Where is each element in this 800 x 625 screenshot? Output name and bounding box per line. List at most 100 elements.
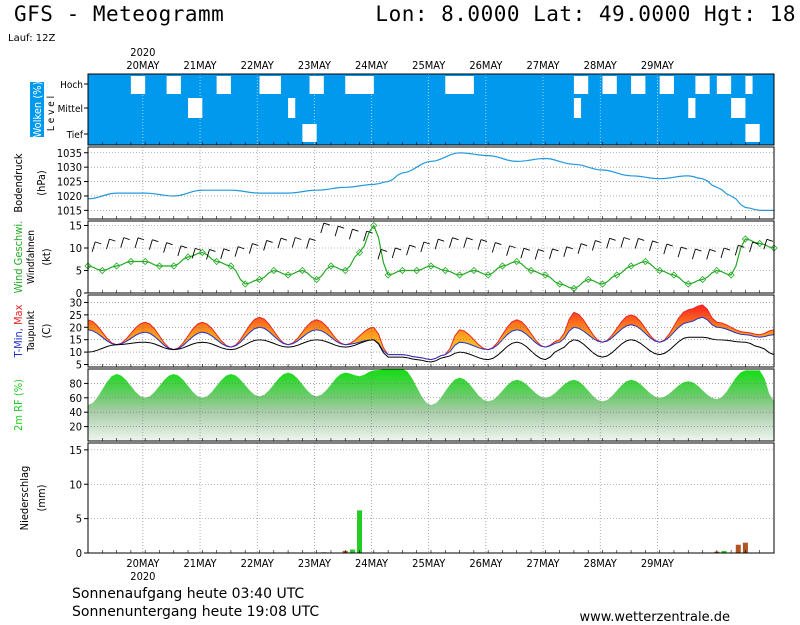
wind-point <box>327 262 335 270</box>
wind-unit: (kt) <box>40 248 53 265</box>
wind-point <box>284 271 292 279</box>
precip-bar <box>721 550 727 553</box>
wind-barb <box>106 238 116 250</box>
wind-barb <box>334 225 345 237</box>
pressure-ylabel: Bodendruck <box>12 153 25 213</box>
wind-barb <box>263 240 273 251</box>
wind-point <box>727 271 735 279</box>
wind-barb <box>177 245 188 256</box>
wind-barb <box>677 246 688 258</box>
x-tick-label-bottom: 28MAY <box>584 557 618 570</box>
wind-barb <box>449 237 459 248</box>
sunset-text: Sonnenuntergang heute 19:08 UTC <box>72 604 320 620</box>
wind-point <box>355 248 364 257</box>
wind-barb <box>191 247 202 259</box>
wind-point <box>456 271 464 279</box>
wind-barb <box>420 241 430 253</box>
wind-point <box>598 280 607 288</box>
wind-point <box>155 262 164 270</box>
wind-point <box>513 257 521 266</box>
y-tick-label: 1035 <box>57 147 82 160</box>
precip-bar <box>735 544 741 553</box>
y-tick-label: 60 <box>69 392 82 405</box>
location-coordinates: Lon: 8.0000 Lat: 49.0000 Hgt: 18 <box>375 2 796 26</box>
cloud-gap-hoch <box>259 76 281 94</box>
wind-point <box>213 257 221 266</box>
cloud-gap-hoch <box>602 76 617 94</box>
cloud-gap-tief <box>745 124 760 142</box>
wind-point <box>227 262 235 270</box>
wind-barb <box>463 237 473 248</box>
cloud-gap-hoch <box>216 76 231 94</box>
wind-barb <box>220 248 230 259</box>
wind-point <box>413 266 421 275</box>
wind-point <box>470 266 478 275</box>
cloud-gap-hoch <box>130 76 146 94</box>
cloud-gap-mittel <box>688 98 696 118</box>
cloud-level-label: L e v e l <box>46 96 57 131</box>
wind-point <box>241 280 249 288</box>
wind-point <box>756 239 764 248</box>
y-tick-label: 5 <box>76 359 82 372</box>
wind-point <box>556 280 564 288</box>
cloud-gap-mittel <box>288 98 296 118</box>
pressure-unit: (hPa) <box>35 170 48 196</box>
wind-barb <box>320 222 330 234</box>
y-tick-label: 15 <box>69 220 82 233</box>
cloud-gap-hoch <box>631 76 646 94</box>
year-label-bottom: 2020 <box>130 570 155 583</box>
wind-point <box>313 275 321 284</box>
panel-frame <box>87 442 775 554</box>
wind-point <box>484 271 492 279</box>
wind-point <box>713 266 721 275</box>
y-tick-label: 10 <box>69 346 82 359</box>
wind-barb <box>749 241 759 253</box>
wind-point <box>541 271 549 279</box>
wind-point <box>341 266 349 275</box>
wind-point <box>384 271 392 279</box>
wind-point <box>270 266 278 275</box>
wind-point <box>656 266 664 275</box>
x-tick-label-bottom: 22MAY <box>241 557 275 570</box>
x-tick-label-bottom: 20MAY <box>126 557 160 570</box>
wind-point <box>527 266 535 275</box>
y-tick-label: 5 <box>76 513 82 526</box>
y-tick-label: 80 <box>69 377 82 390</box>
wind-barb <box>306 238 316 249</box>
wind-barb <box>434 238 445 250</box>
dewpoint-ylabel: Taupunkt <box>26 310 37 352</box>
year-label-top: 2020 <box>130 46 155 59</box>
wind-point <box>670 271 678 279</box>
wind-barb <box>691 248 702 260</box>
sunrise-text: Sonnenaufgang heute 03:40 UTC <box>72 586 305 602</box>
y-tick-label: 0 <box>76 287 82 300</box>
x-tick-label-top: 24MAY <box>355 59 389 72</box>
cloud-gap-hoch <box>695 76 710 94</box>
y-tick-label: 40 <box>69 406 82 419</box>
windfahnen-label: Windfahnen <box>26 230 37 284</box>
x-tick-label-bottom: 24MAY <box>355 557 389 570</box>
wind-barb <box>563 246 573 257</box>
cloud-level-mittel: Mittel <box>58 104 83 115</box>
cloud-level-hoch: Hoch <box>60 80 83 91</box>
cloud-gap-mittel <box>731 98 746 118</box>
wind-barb <box>91 241 102 253</box>
wind-point <box>255 275 264 284</box>
y-tick-label: 1015 <box>57 204 82 217</box>
x-tick-label-top: 29MAY <box>641 59 675 72</box>
wind-point <box>613 271 621 279</box>
wind-barb <box>363 230 373 242</box>
wind-barb <box>606 237 616 249</box>
wind-point <box>127 257 135 266</box>
wind-barb <box>148 239 159 250</box>
y-tick-label: 10 <box>69 242 82 255</box>
wind-point <box>98 266 106 275</box>
wind-point <box>684 280 692 288</box>
wind-barb <box>577 243 588 254</box>
x-tick-label-bottom: 21MAY <box>183 557 217 570</box>
pressure-series-line <box>87 152 774 211</box>
wind-point <box>584 275 592 284</box>
x-tick-label-top: 20MAY <box>126 59 160 72</box>
wind-barb <box>163 242 173 253</box>
